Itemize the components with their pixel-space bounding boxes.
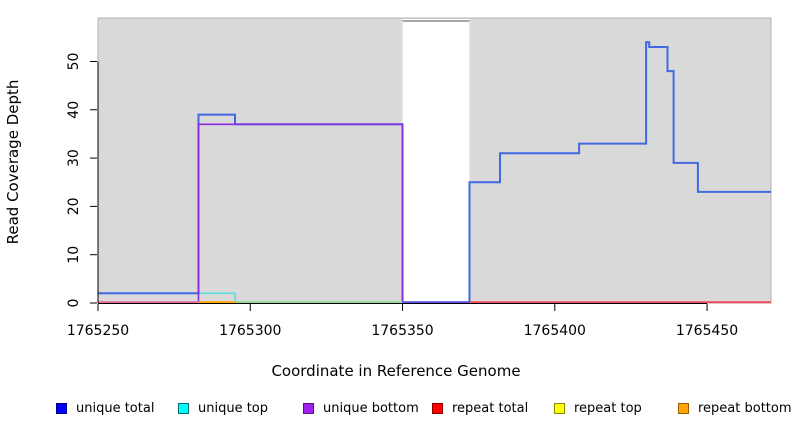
y-tick-label: 50 (66, 53, 82, 71)
legend: unique total unique top unique bottom repea… (0, 398, 792, 420)
legend-item-repeat-bottom: repeat bottom (678, 398, 792, 418)
legend-swatch-repeat-bottom (678, 402, 689, 414)
legend-item-unique-top: unique top (178, 398, 268, 418)
legend-swatch-repeat-total (432, 402, 443, 414)
legend-label: unique total (76, 400, 155, 416)
y-tick-label: 30 (66, 149, 82, 167)
y-tick-label: 0 (66, 299, 82, 308)
legend-item-repeat-top: repeat top (554, 398, 642, 418)
legend-item-repeat-total: repeat total (432, 398, 528, 418)
legend-label: repeat top (574, 400, 642, 416)
x-axis-title: Coordinate in Reference Genome (271, 362, 521, 380)
x-tick-label: 1765450 (676, 323, 738, 339)
x-tick-label: 1765250 (67, 323, 129, 339)
legend-swatch-unique-total (56, 402, 67, 414)
legend-swatch-unique-bottom (303, 402, 314, 414)
legend-swatch-unique-top (178, 402, 189, 414)
legend-item-unique-total: unique total (56, 398, 154, 418)
y-tick-label: 10 (66, 246, 82, 264)
series-line-unique-total (98, 41, 771, 304)
x-tick-label: 1765400 (524, 323, 586, 339)
masked-region (402, 19, 470, 303)
legend-label: repeat total (452, 400, 529, 416)
y-axis-title: Read Coverage Depth (4, 79, 22, 245)
y-tick-label: 40 (66, 101, 82, 119)
legend-label: unique bottom (323, 400, 419, 416)
legend-label: repeat bottom (698, 400, 792, 416)
x-tick-label: 1765350 (371, 323, 433, 339)
series-line-unique-bottom (197, 123, 404, 303)
coverage-chart: 1765250 1765300 1765350 1765400 1765450 0 10 20… (66, 17, 772, 339)
legend-label: unique top (198, 400, 269, 416)
y-tick-label: 20 (66, 197, 82, 215)
legend-item-unique-bottom: unique bottom (303, 398, 419, 418)
x-tick-label: 1765300 (219, 323, 281, 339)
legend-swatch-repeat-top (554, 402, 565, 414)
